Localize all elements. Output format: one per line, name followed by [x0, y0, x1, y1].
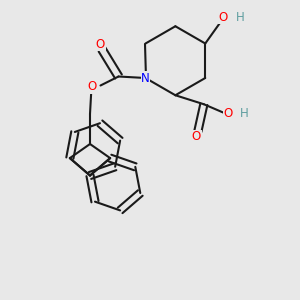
Text: O: O: [87, 80, 96, 94]
Text: O: O: [96, 38, 105, 51]
Text: H: H: [236, 11, 244, 24]
Text: O: O: [219, 11, 228, 24]
Text: O: O: [223, 107, 232, 120]
Text: N: N: [141, 71, 150, 85]
Text: H: H: [240, 107, 249, 120]
Text: O: O: [192, 130, 201, 143]
